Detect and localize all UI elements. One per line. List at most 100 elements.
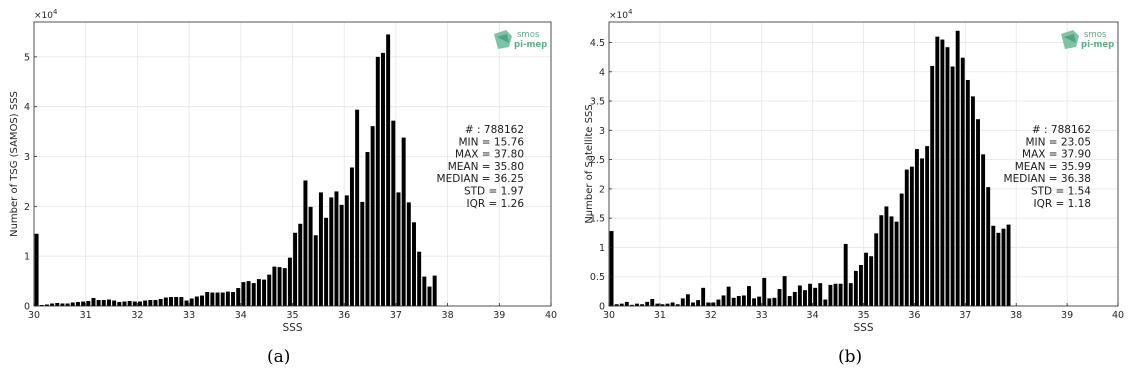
histogram-bar	[122, 301, 127, 306]
histogram-bar	[375, 56, 380, 306]
x-tick-label: 31	[654, 310, 666, 321]
x-tick-label: 40	[1112, 310, 1124, 321]
histogram-bar	[396, 192, 401, 306]
histogram-bar	[39, 305, 44, 306]
histogram-bar	[691, 302, 695, 306]
y-tick-label: 4	[24, 102, 30, 113]
histogram-bar	[432, 275, 437, 306]
histogram-bar	[241, 282, 246, 306]
histogram-bar	[50, 303, 55, 306]
histogram-bar	[205, 292, 210, 306]
histogram-bar	[986, 187, 991, 306]
logo-map-detail	[1064, 34, 1076, 43]
y-tick-label: 4.5	[590, 38, 605, 49]
histogram-bar	[70, 302, 75, 306]
histogram-bar	[792, 291, 797, 306]
histogram-bar	[843, 243, 848, 306]
histogram-bar	[251, 283, 256, 306]
histogram-bar	[853, 270, 858, 306]
histogram-bar	[899, 193, 904, 306]
histogram-bar	[277, 267, 282, 306]
histogram-bar	[101, 300, 106, 306]
histogram-bar	[174, 297, 179, 306]
x-tick-label: 30	[28, 310, 40, 321]
stats-line: MEDIAN = 36.38	[1004, 173, 1091, 185]
histogram-bar	[96, 300, 101, 306]
histogram-bar	[670, 302, 675, 306]
histogram-bar	[282, 268, 287, 306]
histogram-bar	[797, 285, 802, 306]
histogram-bar	[879, 215, 884, 306]
histogram-bar	[427, 286, 432, 306]
histogram-bar	[701, 287, 706, 306]
histogram-bar	[909, 166, 914, 306]
histogram-bar	[726, 286, 731, 306]
histogram-bar	[293, 232, 298, 306]
histogram-bar	[976, 119, 980, 306]
histogram-bar	[665, 303, 670, 306]
histogram-bar	[267, 274, 272, 306]
histogram-bar	[777, 289, 782, 306]
histogram-bar	[920, 158, 924, 306]
histogram-bar	[925, 146, 930, 306]
x-tick-label: 34	[235, 310, 247, 321]
histogram-bar	[225, 291, 230, 306]
histogram-bar	[112, 300, 117, 306]
histogram-bar	[75, 302, 80, 306]
histogram-bar	[1006, 224, 1011, 306]
histogram-bar	[782, 276, 787, 306]
histogram-bar	[91, 298, 96, 306]
histogram-bar	[614, 304, 619, 306]
histogram-bar	[417, 251, 422, 306]
y-axis-label: Number of Satellite SSS	[584, 104, 595, 223]
histogram-bar	[950, 66, 955, 307]
histogram-bar	[721, 295, 726, 306]
histogram-bar	[365, 152, 370, 306]
histogram-bar	[318, 192, 323, 306]
histogram-bar	[391, 120, 396, 306]
stats-line: MIN = 23.05	[1025, 136, 1091, 148]
stats-line: IQR = 1.26	[466, 198, 524, 210]
histogram-bar	[706, 302, 711, 306]
stats-line: STD = 1.97	[464, 186, 524, 198]
histogram-bar	[640, 304, 645, 306]
histogram-bar	[148, 300, 153, 306]
stats-line: # : 788162	[465, 124, 524, 136]
histogram-bar	[81, 301, 86, 306]
histogram-bar	[184, 300, 189, 306]
histogram-bar	[132, 301, 137, 306]
histogram-bar	[981, 154, 986, 306]
histogram-bar	[823, 299, 828, 306]
y-tick-label: 2	[24, 202, 30, 213]
histogram-bar	[313, 235, 318, 306]
y-tick-label: 1.5	[590, 214, 605, 225]
histogram-bar	[308, 206, 313, 306]
histogram-bar	[210, 292, 215, 306]
x-tick-label: 39	[1061, 310, 1073, 321]
histogram-bar	[960, 57, 965, 306]
stats-line: MAX = 37.80	[455, 149, 524, 161]
histogram-bar	[106, 299, 111, 306]
histogram-bar	[349, 167, 354, 306]
stats-line: MEAN = 35.99	[1015, 161, 1091, 173]
histogram-bar	[44, 304, 49, 306]
histogram-bar	[716, 299, 721, 306]
histogram-bar	[236, 288, 241, 306]
histogram-bar	[685, 294, 690, 306]
histogram-bar	[34, 233, 39, 306]
histogram-bar	[619, 303, 624, 306]
y-tick-label: 2.5	[590, 155, 605, 166]
y-tick-label: 1	[599, 243, 605, 254]
histogram-bar	[200, 295, 205, 306]
x-axis-label: SSS	[854, 322, 874, 334]
x-axis-label: SSS	[283, 322, 303, 334]
histogram-bar	[360, 201, 365, 306]
stats-line: IQR = 1.18	[1033, 198, 1091, 210]
x-tick-label: 31	[80, 310, 92, 321]
histogram-bar	[940, 39, 945, 306]
histogram-bar	[65, 303, 70, 306]
y-tick-label: 0	[599, 302, 605, 313]
x-tick-label: 38	[1010, 310, 1022, 321]
